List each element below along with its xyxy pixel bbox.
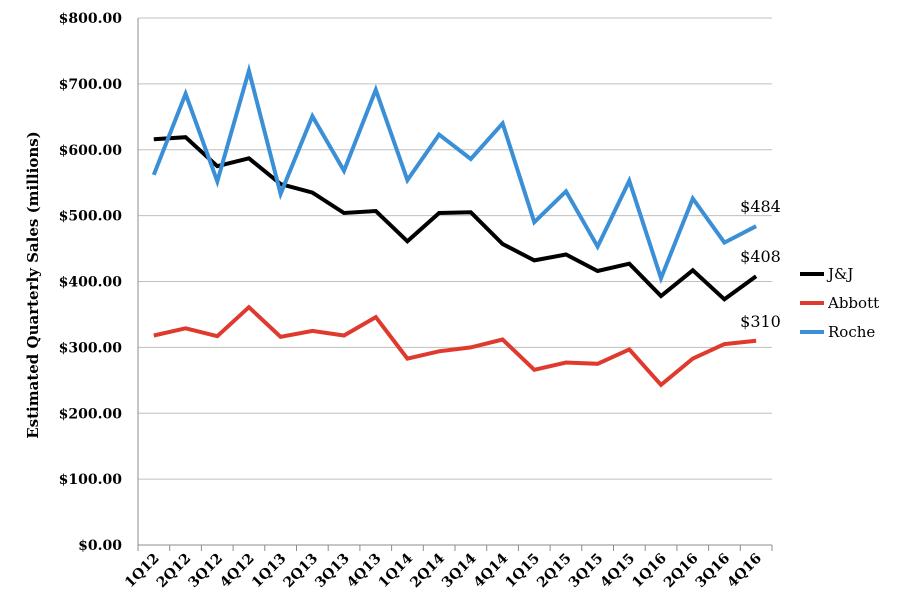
series-line-roche <box>151 63 758 285</box>
end-value-label: $484 <box>740 197 781 216</box>
legend-label: Abbott <box>827 294 879 312</box>
y-tick-label: $600.00 <box>59 143 123 159</box>
x-tick-label: 4Q13 <box>344 551 385 592</box>
x-tick-label: 3Q12 <box>185 551 226 592</box>
x-tick-label: 4Q15 <box>598 551 639 592</box>
series-line-j-j <box>153 135 758 302</box>
x-tick-label: 2Q15 <box>534 551 575 592</box>
legend: J&J Abbott Roche <box>800 265 879 341</box>
end-value-label: $310 <box>740 312 781 331</box>
end-labels: $408 $310 $484 <box>740 197 781 331</box>
y-tick-label: $800.00 <box>59 11 123 27</box>
y-axis-title: Estimated Quarterly Sales (millions) <box>24 131 42 439</box>
x-tick-label: 1Q14 <box>376 550 417 591</box>
x-tick-label: 2Q14 <box>407 550 448 591</box>
y-tick-label: $200.00 <box>59 406 123 422</box>
grid <box>138 17 772 480</box>
x-tick-label: 1Q12 <box>122 551 163 592</box>
x-tick-label: 2Q12 <box>154 551 195 592</box>
x-tick-label: 2Q16 <box>661 551 702 592</box>
y-tick-label: $700.00 <box>59 77 123 93</box>
x-tick-label: 2Q13 <box>281 551 322 592</box>
x-tick-label: 4Q12 <box>217 551 258 592</box>
y-tick-label: $400.00 <box>59 275 123 291</box>
series-line-abbott <box>153 304 757 388</box>
series-lines <box>151 63 758 388</box>
x-tick-label: 4Q14 <box>471 550 512 591</box>
x-tick-label: 1Q16 <box>629 551 670 592</box>
x-tick-label: 3Q14 <box>439 550 480 591</box>
x-tick-label: 3Q15 <box>566 551 607 592</box>
axes: $0.00 $100.00 $200.00 $300.00 $400.00 $500.00… <box>59 11 773 592</box>
legend-label: Roche <box>828 323 875 341</box>
x-tick-label: 1Q13 <box>249 551 290 592</box>
x-tick-label: 3Q13 <box>312 551 353 592</box>
y-tick-label: $500.00 <box>59 209 123 225</box>
end-value-label: $408 <box>740 247 781 266</box>
y-tick-label: $100.00 <box>59 472 123 488</box>
x-tick-label: 4Q16 <box>724 551 765 592</box>
legend-label: J&J <box>826 265 853 283</box>
x-tick-label: 3Q16 <box>693 551 734 592</box>
x-tick-label: 1Q15 <box>502 551 543 592</box>
y-tick-label: $300.00 <box>59 340 123 356</box>
y-tick-label: $0.00 <box>78 538 122 554</box>
